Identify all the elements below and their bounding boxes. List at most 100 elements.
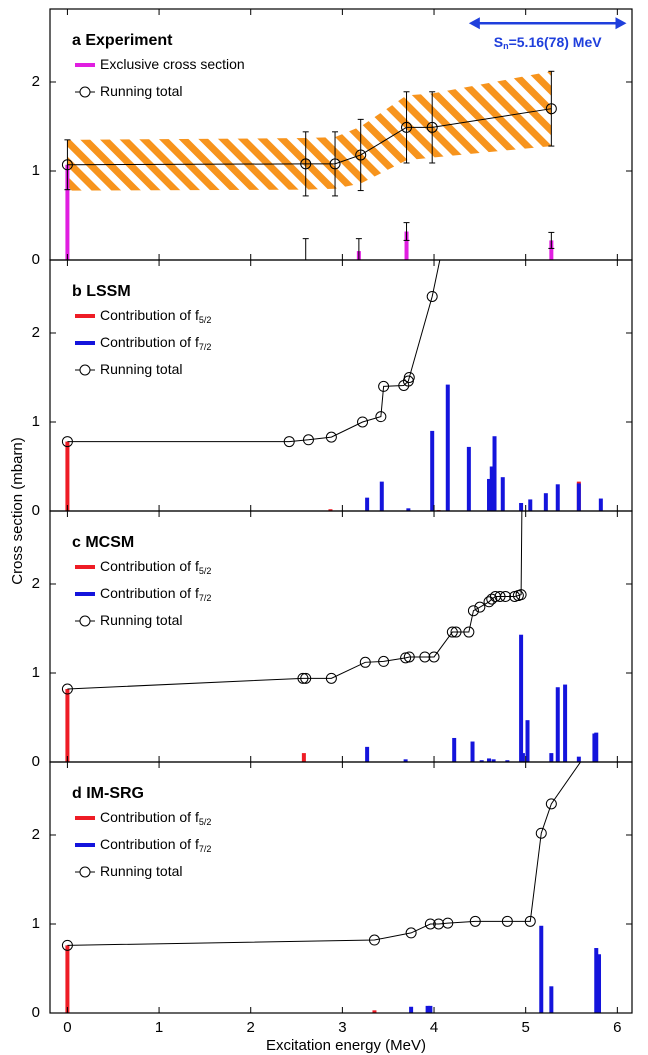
y-tick-label: 0 (32, 753, 40, 770)
marker (403, 651, 415, 663)
marker (355, 149, 367, 161)
bar (519, 634, 524, 762)
sn-subscript: n (503, 42, 509, 52)
marker (300, 672, 312, 684)
bar (65, 689, 70, 762)
bar (549, 753, 554, 762)
plot-area (61, 239, 603, 511)
marker (494, 590, 506, 602)
marker (378, 380, 390, 392)
marker (463, 626, 475, 638)
bar (519, 502, 524, 511)
legend-entry: Contribution of f5/2 (75, 558, 211, 577)
panel-title: d IM-SRG (72, 785, 144, 802)
error-bar (357, 118, 364, 192)
y-axis-label: Cross section (mbarn) (9, 437, 26, 585)
y-tick-label: 1 (32, 413, 40, 430)
bar (379, 481, 384, 511)
bar (549, 240, 554, 260)
marker (433, 918, 445, 930)
panel-title: b LSSM (72, 283, 131, 300)
bar (470, 741, 475, 762)
bar (406, 508, 411, 511)
bar (491, 759, 496, 762)
legend-label: Running total (100, 612, 183, 628)
marker (359, 656, 371, 668)
bar (365, 497, 370, 511)
bar (549, 986, 554, 1013)
legend-entry: Contribution of f7/2 (75, 334, 212, 352)
legend-swatch (79, 866, 91, 878)
marker (325, 431, 337, 443)
legend-subscript: 7/2 (199, 342, 212, 352)
legend-subscript: 7/2 (199, 844, 212, 854)
legend-entry: Running total (75, 83, 183, 99)
marker (428, 651, 440, 663)
bar (576, 483, 581, 511)
legend-name: Contribution of f (100, 307, 199, 323)
x-tick-label: 4 (430, 1019, 438, 1036)
y-tick-label: 2 (32, 324, 40, 341)
error-bar (403, 222, 410, 241)
panel-title: a Experiment (72, 32, 173, 49)
marker (61, 436, 73, 448)
marker (300, 158, 312, 170)
x-tick-label: 2 (247, 1019, 255, 1036)
marker (524, 915, 536, 927)
bar (555, 687, 560, 762)
y-tick-label: 0 (32, 1004, 40, 1021)
bar (428, 1005, 433, 1013)
bar (528, 499, 533, 511)
bar (479, 760, 484, 762)
bar (409, 1006, 414, 1013)
y-tick-label: 2 (32, 826, 40, 843)
legend-name: Running total (100, 612, 183, 628)
marker (405, 927, 417, 939)
running-total-line (67, 511, 523, 690)
bar (505, 760, 510, 762)
marker (486, 593, 498, 605)
legend-label: Contribution of f7/2 (100, 836, 211, 855)
legend-entry: Running total (75, 612, 183, 628)
bar (328, 509, 333, 511)
marker (419, 651, 431, 663)
legend-subscript: 7/2 (199, 593, 212, 603)
error-bar (429, 91, 436, 164)
legend-name: Running total (100, 863, 183, 879)
legend-name: Contribution of f (100, 809, 199, 825)
bar (597, 954, 602, 1013)
bar (492, 436, 497, 511)
y-tick-label: 1 (32, 915, 40, 932)
marker (469, 915, 481, 927)
legend-label: Contribution of f5/2 (100, 558, 211, 577)
marker (61, 159, 73, 171)
bar (487, 758, 492, 762)
bar (425, 1005, 430, 1013)
y-tick-label: 2 (32, 575, 40, 592)
marker (426, 290, 438, 302)
marker (500, 590, 512, 602)
marker (535, 827, 547, 839)
bar (445, 384, 450, 511)
bar (487, 478, 492, 511)
marker (61, 939, 73, 951)
error-bar (64, 139, 71, 191)
marker (438, 239, 448, 249)
marker (450, 626, 462, 638)
bar (452, 737, 457, 762)
legend-entry: Running total (75, 361, 183, 377)
marker (401, 121, 413, 133)
bar (65, 164, 70, 260)
bar (466, 446, 471, 511)
legend-swatch (79, 615, 91, 627)
panel-frame (49, 510, 633, 763)
bar (555, 484, 560, 511)
bar (543, 493, 548, 511)
bar (539, 925, 544, 1013)
bar (500, 477, 505, 511)
marker (442, 917, 454, 929)
uncertainty-band (67, 71, 552, 191)
